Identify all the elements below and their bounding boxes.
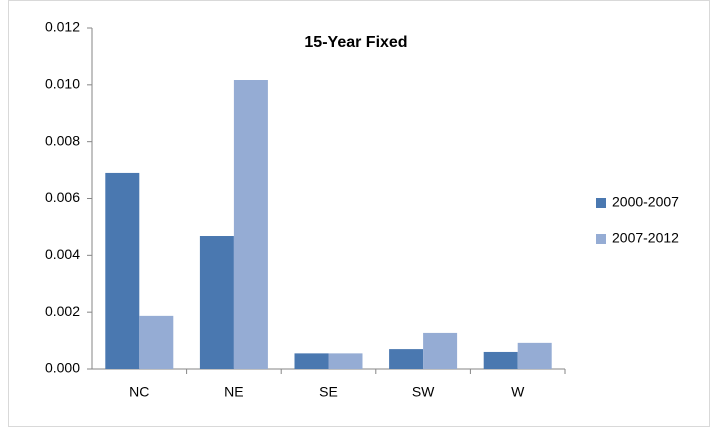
chart-border bbox=[8, 0, 710, 427]
x-tick-label: NC bbox=[129, 384, 149, 400]
y-tick-label: 0.008 bbox=[45, 132, 80, 148]
x-tick-label: SE bbox=[319, 384, 338, 400]
bar bbox=[233, 80, 268, 369]
legend-label: 2000-2007 bbox=[612, 194, 679, 210]
y-tick-label: 0.010 bbox=[45, 76, 80, 92]
bar bbox=[423, 332, 458, 369]
y-tick-label: 0.000 bbox=[45, 360, 80, 376]
bar bbox=[483, 351, 518, 369]
y-tick-label: 0.012 bbox=[45, 19, 80, 35]
x-tick-label: SW bbox=[412, 384, 435, 400]
legend-swatch bbox=[596, 198, 606, 208]
y-tick-label: 0.004 bbox=[45, 246, 80, 262]
y-tick-label: 0.002 bbox=[45, 303, 80, 319]
bar bbox=[328, 353, 363, 369]
bar bbox=[139, 315, 174, 369]
legend-swatch bbox=[596, 234, 606, 244]
bar bbox=[389, 349, 424, 369]
y-tick-label: 0.006 bbox=[45, 189, 80, 205]
legend-label: 2007-2012 bbox=[612, 230, 679, 246]
bar bbox=[105, 172, 140, 369]
bar bbox=[199, 236, 234, 369]
x-tick-label: W bbox=[511, 384, 525, 400]
x-tick-label: NE bbox=[224, 384, 243, 400]
bar bbox=[294, 353, 329, 369]
bar bbox=[517, 342, 552, 369]
chart-title: 15-Year Fixed bbox=[304, 34, 407, 51]
